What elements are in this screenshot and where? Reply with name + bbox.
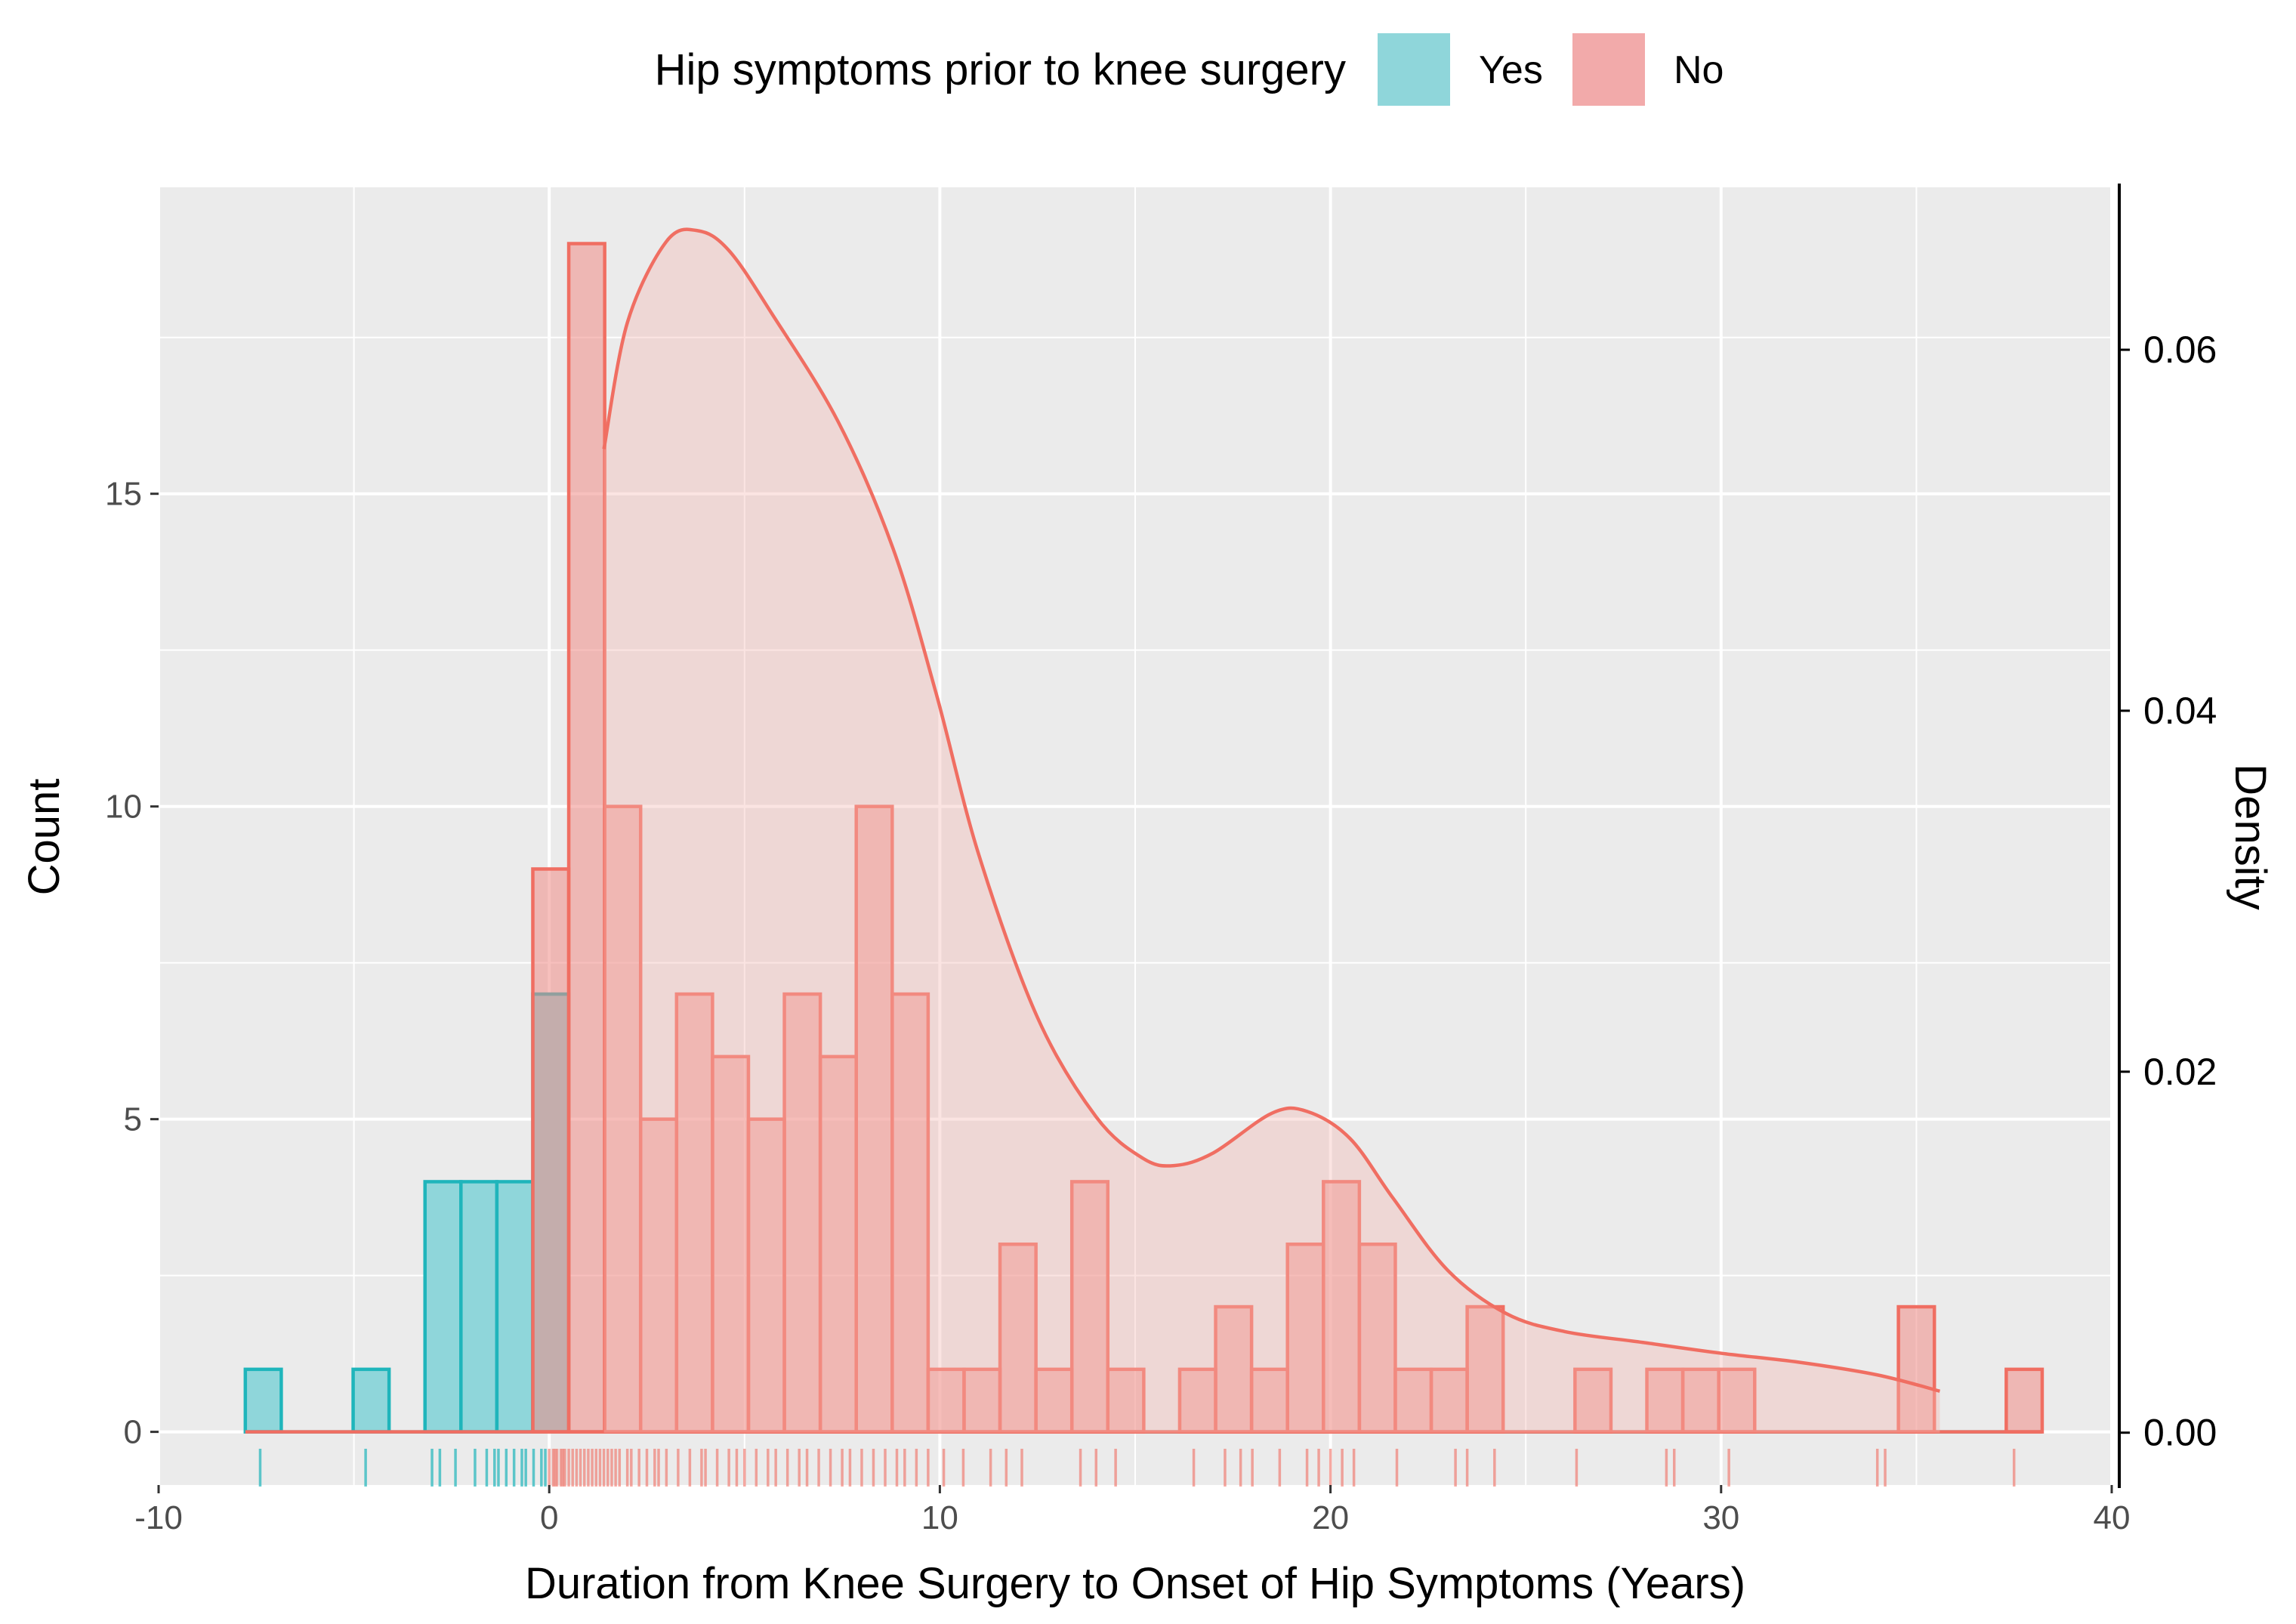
- y-right-tick-label: 0.00: [2143, 1412, 2217, 1454]
- yes-bar: [351, 1367, 391, 1434]
- legend: Hip symptoms prior to knee surgery Yes N…: [655, 30, 1724, 109]
- no-bar: [2004, 1367, 2044, 1434]
- no-bar: [566, 242, 606, 1434]
- no-bar: [1069, 1180, 1110, 1434]
- no-bar: [1214, 1304, 1254, 1434]
- y-tick-label: 5: [124, 1101, 142, 1138]
- no-bar: [1034, 1367, 1074, 1434]
- x-axis-title: Duration from Knee Surgery to Onset of H…: [525, 1559, 1745, 1608]
- y-axis-title: Count: [20, 779, 69, 896]
- density-line: [602, 227, 1940, 1393]
- y-right-tick-label: 0.06: [2143, 329, 2217, 371]
- no-bar: [818, 1054, 858, 1434]
- no-bar: [1573, 1367, 1613, 1434]
- density-area: [603, 229, 1940, 1433]
- density-layer: [602, 227, 1940, 1433]
- x-tick-label: 30: [1702, 1499, 1739, 1536]
- x-tick-label: 10: [921, 1499, 958, 1536]
- bars-no-series: [245, 242, 2044, 1434]
- no-bar: [1645, 1367, 1685, 1434]
- x-tick-label: 20: [1312, 1499, 1349, 1536]
- yes-bar: [495, 1180, 535, 1434]
- rug-marks: [258, 1449, 2016, 1487]
- y-right-tick-label: 0.04: [2143, 690, 2217, 732]
- x-tick-label: 40: [2094, 1499, 2131, 1536]
- yes-bar: [243, 1367, 283, 1434]
- no-bar: [890, 992, 930, 1434]
- y-tick-label: 10: [105, 789, 142, 826]
- no-bar: [531, 867, 571, 1434]
- no-bar: [1717, 1367, 1757, 1434]
- y-tick-label: 15: [105, 476, 142, 513]
- legend-label-no: No: [1674, 48, 1724, 92]
- y-right-tick-label: 0.02: [2143, 1051, 2217, 1093]
- x-tick-label: -10: [134, 1499, 183, 1536]
- legend-swatch-yes: [1375, 30, 1453, 109]
- no-bar: [674, 992, 714, 1434]
- y-right-axis-title: Density: [2226, 764, 2275, 909]
- x-tick-label: 0: [540, 1499, 558, 1536]
- no-bar: [711, 1054, 751, 1434]
- yes-bar: [423, 1180, 463, 1434]
- yes-bar: [459, 1180, 499, 1434]
- axes-ticks: -10 0 10 20 30 40 0 5 10 15 0.00 0.02 0.04 0.06: [105, 329, 2217, 1536]
- y-tick-label: 0: [124, 1414, 142, 1451]
- legend-title: Hip symptoms prior to knee surgery: [655, 45, 1346, 94]
- legend-swatch-no: [1569, 30, 1648, 109]
- legend-label-yes: Yes: [1479, 48, 1543, 92]
